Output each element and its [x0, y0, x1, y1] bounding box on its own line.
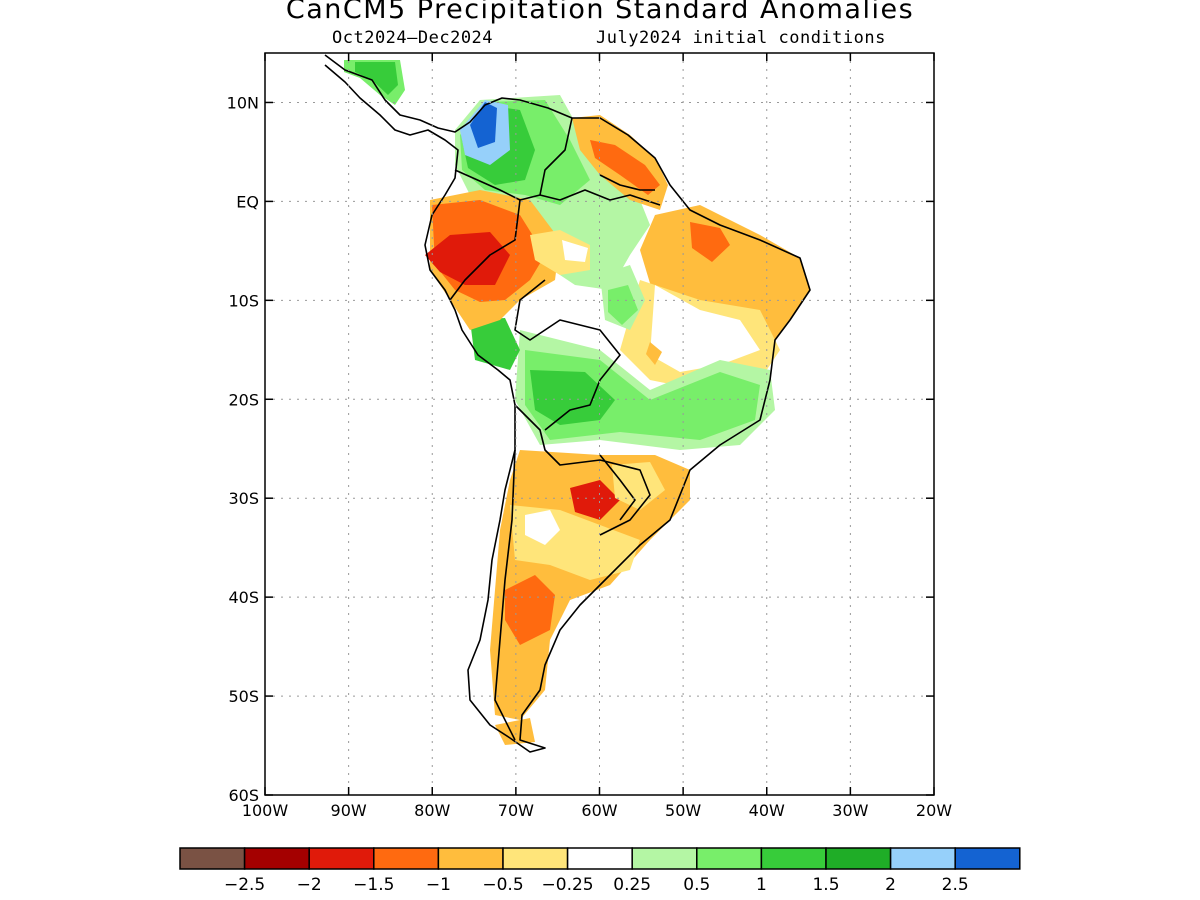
colorbar-tick-label: −2 — [297, 875, 322, 895]
colorbar-boxes — [179, 847, 1021, 870]
country-border — [494, 449, 516, 741]
lat-tick-label: 10N — [227, 93, 259, 112]
anomaly-region — [355, 62, 398, 95]
lat-tick-label: EQ — [236, 192, 259, 211]
coastlines — [324, 54, 811, 753]
anomaly-region — [425, 232, 510, 285]
lon-tick-label: 70W — [498, 801, 534, 820]
anomaly-region — [530, 370, 615, 425]
country-border — [514, 404, 651, 536]
country-border — [449, 199, 521, 301]
lon-tick-label: 20W — [916, 801, 952, 820]
colorbar-swatch — [502, 847, 569, 870]
anomaly-region — [590, 140, 660, 195]
colorbar-swatch — [373, 847, 440, 870]
colorbar-tick-label: −1 — [426, 875, 451, 895]
anomaly-region — [608, 285, 638, 325]
colorbar-swatch — [437, 847, 504, 870]
colorbar-swatch — [308, 847, 375, 870]
anomaly-region — [690, 222, 730, 262]
lon-tick-label: 60W — [581, 801, 617, 820]
lon-tick-label: 50W — [665, 801, 701, 820]
colorbar-tick-label: −0.5 — [482, 875, 523, 895]
initial-conditions-label: July2024 initial conditions — [596, 28, 886, 48]
colorbar-tick-label: 2 — [885, 875, 896, 895]
anomaly-region — [525, 510, 560, 545]
central-america-coast — [324, 54, 811, 753]
longitude-axis: 100W 90W 80W 70W 60W 50W 40W 30W 20W — [242, 801, 952, 820]
lat-tick-label: 20S — [228, 390, 259, 409]
country-border — [539, 117, 573, 196]
lat-tick-label: 50S — [228, 687, 259, 706]
country-border — [599, 454, 636, 521]
axis-ticks — [264, 53, 935, 796]
colorbar-tick-label: 1 — [756, 875, 767, 895]
lat-tick-label: 60S — [228, 786, 259, 805]
colorbar-swatch — [760, 847, 827, 870]
lon-tick-label: 100W — [242, 801, 289, 820]
lat-tick-label: 40S — [228, 588, 259, 607]
lon-tick-label: 40W — [749, 801, 785, 820]
forecast-period-label: Oct2024–Dec2024 — [332, 28, 494, 48]
anomaly-region — [470, 102, 497, 148]
lon-tick-label: 80W — [414, 801, 450, 820]
anomaly-region — [505, 575, 555, 645]
colorbar-swatch — [631, 847, 698, 870]
lat-tick-label: 10S — [228, 291, 259, 310]
colorbar-tick-label: 1.5 — [812, 875, 839, 895]
colorbar-swatch — [243, 847, 310, 870]
colorbar-tick-label: −0.25 — [542, 875, 594, 895]
anomaly-region — [495, 718, 535, 745]
colorbar-tick-label: 0.5 — [683, 875, 710, 895]
colorbar-swatch — [566, 847, 633, 870]
lat-tick-label: 30S — [228, 489, 259, 508]
colorbar-labels: −2.5 −2 −1.5 −1 −0.5 −0.25 0.25 0.5 1 1.5 2 2.5 — [224, 875, 969, 895]
country-border — [599, 174, 655, 191]
colorbar-tick-label: 2.5 — [942, 875, 969, 895]
country-border — [514, 279, 621, 431]
country-border — [454, 169, 661, 206]
anomaly-region — [650, 285, 760, 372]
anomaly-region — [646, 342, 662, 365]
colorbar-swatch — [954, 847, 1021, 870]
colorbar-tick-label: −2.5 — [224, 875, 265, 895]
anomaly-field — [344, 60, 810, 745]
colorbar-swatch — [889, 847, 956, 870]
colorbar-swatch — [696, 847, 763, 870]
colorbar-swatch — [825, 847, 892, 870]
latitude-axis: 10N EQ 10S 20S 30S 40S 50S 60S — [227, 93, 259, 805]
colorbar-swatch — [179, 847, 246, 870]
anomaly-region — [570, 480, 620, 520]
anomaly-region — [470, 318, 520, 370]
colorbar-tick-label: −1.5 — [353, 875, 394, 895]
colorbar-tick-label: 0.25 — [613, 875, 651, 895]
anomaly-region — [562, 240, 588, 262]
lon-tick-label: 90W — [331, 801, 367, 820]
lon-tick-label: 30W — [832, 801, 868, 820]
chart-title: CanCM5 Precipitation Standard Anomalies — [285, 0, 915, 25]
anomaly-region — [530, 230, 590, 275]
